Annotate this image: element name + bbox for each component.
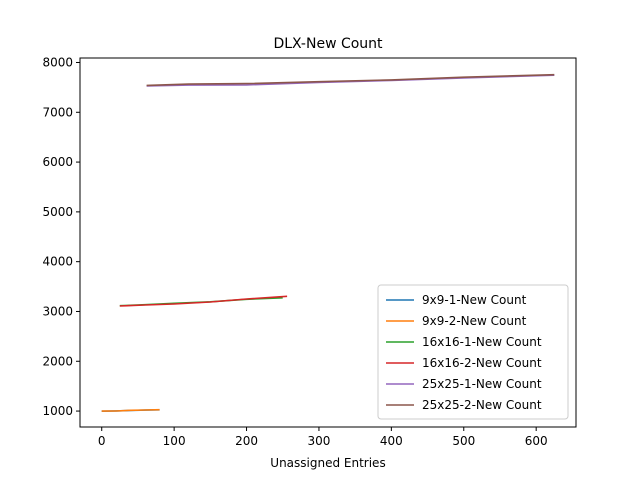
series-line-3 bbox=[119, 295, 288, 307]
series-line-5 bbox=[146, 73, 555, 87]
x-tick-label: 400 bbox=[380, 434, 403, 448]
y-tick-label: 2000 bbox=[42, 354, 73, 368]
legend-entry: 25x25-1-New Count bbox=[422, 377, 542, 391]
legend-entry: 9x9-2-New Count bbox=[422, 314, 527, 328]
y-tick-label: 7000 bbox=[42, 105, 73, 119]
x-tick-label: 200 bbox=[235, 434, 258, 448]
x-tick-label: 500 bbox=[452, 434, 475, 448]
legend-entry: 16x16-2-New Count bbox=[422, 356, 542, 370]
x-axis-label: Unassigned Entries bbox=[270, 456, 385, 470]
plot-area: 0 100 200 300 400 500 600 1000 2000 3000 4000 5000 6… bbox=[42, 55, 577, 448]
legend: 9x9-1-New Count 9x9-2-New Count 16x16-1-Ne… bbox=[377, 284, 569, 420]
y-tick-label: 6000 bbox=[42, 155, 73, 169]
x-tick-label: 600 bbox=[525, 434, 548, 448]
x-tick-label: 0 bbox=[98, 434, 106, 448]
x-tick-label: 100 bbox=[163, 434, 186, 448]
x-tick-label: 300 bbox=[307, 434, 330, 448]
legend-entry: 9x9-1-New Count bbox=[422, 293, 527, 307]
y-tick-label: 5000 bbox=[42, 205, 73, 219]
chart-title: DLX-New Count bbox=[273, 36, 383, 52]
series-line-1 bbox=[101, 408, 160, 412]
y-tick-label: 1000 bbox=[42, 404, 73, 418]
y-tick-label: 4000 bbox=[42, 255, 73, 269]
legend-entry: 25x25-2-New Count bbox=[422, 398, 542, 412]
legend-entry: 16x16-1-New Count bbox=[422, 335, 542, 349]
y-tick-label: 3000 bbox=[42, 304, 73, 318]
legend-box bbox=[377, 284, 569, 420]
plot-frame bbox=[79, 57, 577, 428]
y-tick-label: 8000 bbox=[42, 55, 73, 69]
